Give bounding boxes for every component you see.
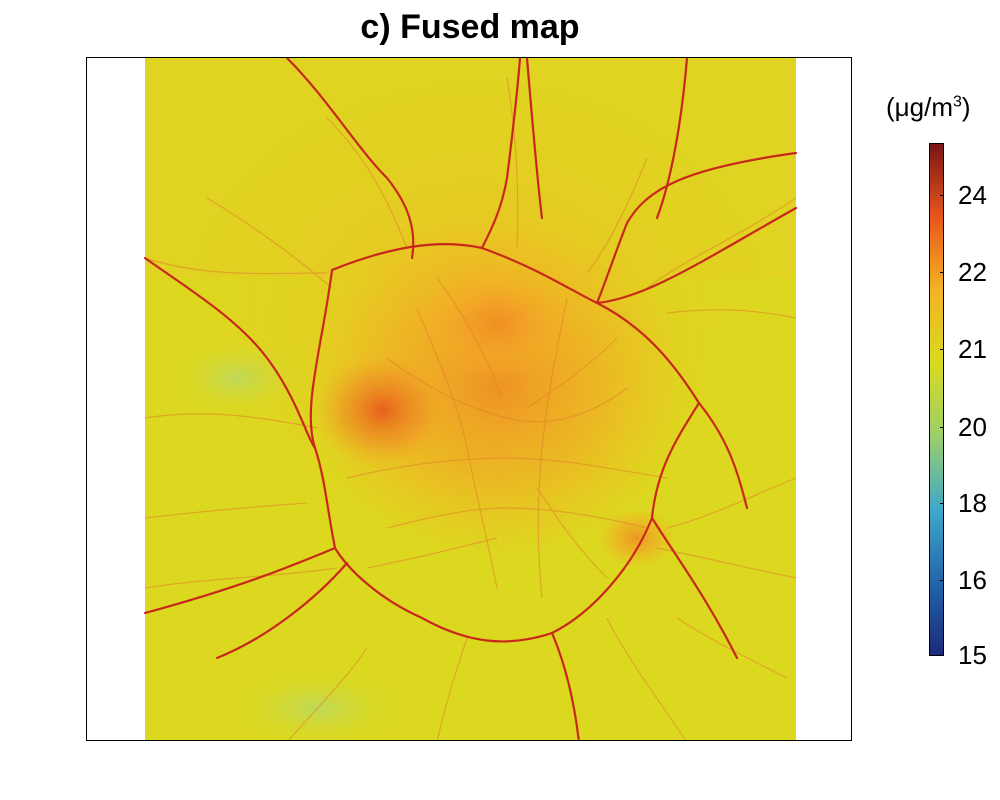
colorbar-tick-label: 21 xyxy=(958,334,987,364)
plot-frame xyxy=(86,57,852,741)
colorbar-tick-mark xyxy=(940,427,944,428)
colorbar-tick-label: 18 xyxy=(958,488,987,518)
minor-roads xyxy=(144,77,797,740)
colorbar xyxy=(929,143,944,656)
road-north xyxy=(480,58,522,250)
east-hotspot xyxy=(597,508,677,568)
road-north-west xyxy=(285,58,415,260)
road-east xyxy=(697,401,749,510)
cool-zone-south xyxy=(227,668,407,740)
colorbar-tick-label: 22 xyxy=(958,257,987,287)
road-east-2 xyxy=(595,206,798,305)
road-north-east xyxy=(595,151,798,305)
road-north-3 xyxy=(655,58,689,220)
urban-hotspot xyxy=(307,218,687,558)
road-south-west xyxy=(143,546,337,615)
road-north-2 xyxy=(525,58,544,220)
cool-zone-west xyxy=(167,338,307,418)
colorbar-tick-mark xyxy=(940,503,944,504)
chart-title: c) Fused map xyxy=(360,8,580,46)
colorbar-tick-mark xyxy=(940,655,944,656)
west-hotspot xyxy=(312,350,452,470)
heatmap xyxy=(143,58,798,740)
road-south-west-2 xyxy=(215,561,349,660)
colorbar-tick-mark xyxy=(940,580,944,581)
road-south-east xyxy=(650,516,739,660)
colorbar-tick-mark xyxy=(940,349,944,350)
road-south xyxy=(550,631,580,740)
colorbar-unit-label: (μg/m3) xyxy=(886,92,971,122)
colorbar-tick-label: 16 xyxy=(958,565,987,595)
colorbar-tick-label: 20 xyxy=(958,412,987,442)
major-roads xyxy=(143,58,798,740)
colorbar-tick-mark xyxy=(940,272,944,273)
ring-road xyxy=(309,243,701,643)
road-west xyxy=(143,256,317,450)
colorbar-tick-label: 15 xyxy=(958,640,987,670)
colorbar-tick-mark xyxy=(940,195,944,196)
north-hotspot xyxy=(417,268,577,378)
colorbar-tick-label: 24 xyxy=(958,180,987,210)
